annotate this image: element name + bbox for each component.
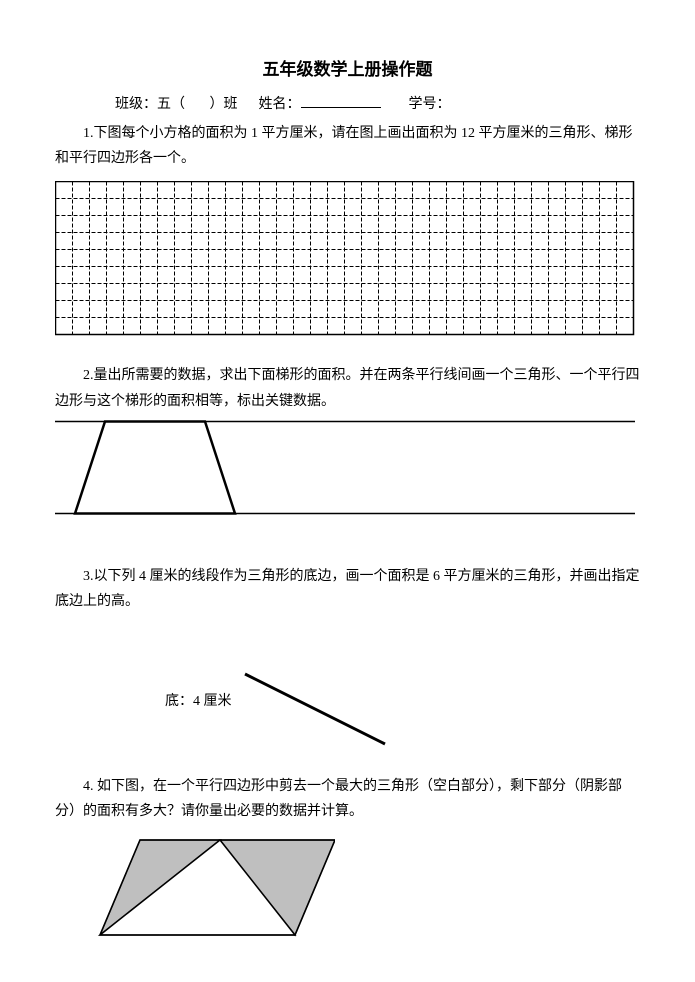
trapezoid-svg bbox=[55, 420, 635, 515]
question-3-text: 3.以下列 4 厘米的线段作为三角形的底边，画一个面积是 6 平方厘米的三角形，… bbox=[55, 564, 640, 614]
id-label: 学号： bbox=[409, 97, 451, 112]
class-blank[interactable] bbox=[189, 97, 207, 112]
question-1-text: 1.下图每个小方格的面积为 1 平方厘米，请在图上画出面积为 12 平方厘米的三… bbox=[55, 121, 640, 171]
question-1-grid bbox=[55, 181, 640, 345]
class-suffix: ）班 bbox=[210, 97, 238, 112]
name-label: 姓名： bbox=[259, 97, 301, 112]
class-prefix: 班级：五（ bbox=[115, 97, 185, 112]
question-2-text: 2.量出所需要的数据，求出下面梯形的面积。并在两条平行线间画一个三角形、一个平行… bbox=[55, 363, 640, 413]
name-blank[interactable] bbox=[301, 94, 381, 108]
base-label: 底：4 厘米 bbox=[165, 689, 232, 714]
header-line: 班级：五（ ）班 姓名： 学号： bbox=[115, 92, 640, 117]
question-2-diagram bbox=[55, 420, 640, 524]
question-4-diagram bbox=[75, 835, 640, 949]
grid-svg bbox=[55, 181, 635, 336]
question-4-text: 4. 如下图，在一个平行四边形中剪去一个最大的三角形（空白部分），剩下部分（阴影… bbox=[55, 774, 640, 824]
worksheet-title: 五年级数学上册操作题 bbox=[55, 55, 640, 86]
question-3-diagram: 底：4 厘米 bbox=[135, 654, 640, 754]
parallelogram-svg bbox=[75, 835, 335, 940]
